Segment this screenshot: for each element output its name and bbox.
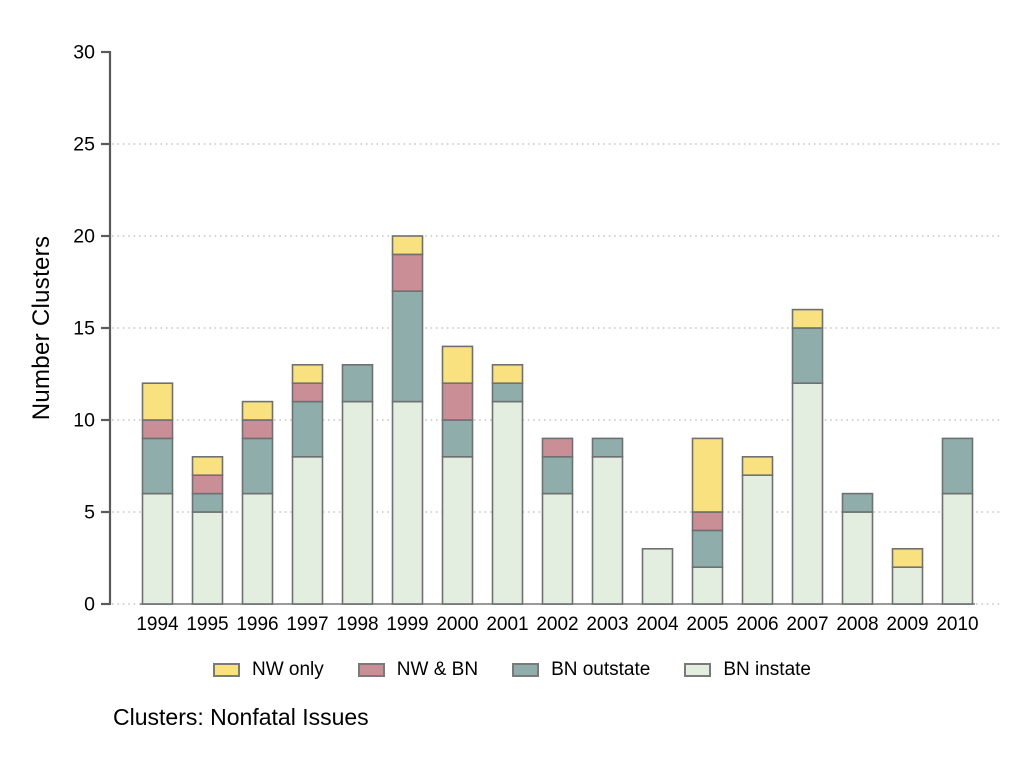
legend-item-bn-outstate: BN outstate	[512, 660, 650, 679]
bar-1995-bn-outstate	[191, 492, 224, 513]
bar-1999-nw-bn	[391, 253, 424, 292]
bar-2000-bn-instate	[441, 455, 474, 605]
bar-2009-bn-instate	[891, 566, 924, 605]
bar-1996-nw-only	[241, 400, 274, 421]
bar-2002-bn-outstate	[541, 455, 574, 495]
x-tick-label-2000: 2000	[436, 614, 478, 635]
bar-2005-nw-bn	[691, 511, 724, 532]
bar-2008-bn-instate	[841, 511, 874, 605]
legend-item-bn-instate: BN instate	[684, 660, 811, 679]
bar-1997-nw-only	[291, 363, 324, 384]
bar-1994-bn-outstate	[141, 437, 174, 495]
bar-1996-bn-outstate	[241, 437, 274, 495]
x-tick-label-2001: 2001	[486, 614, 528, 635]
bar-2005-nw-only	[691, 437, 724, 513]
y-tick-label-5: 5	[84, 502, 95, 524]
bar-2002-nw-bn	[541, 437, 574, 458]
bar-2006-bn-instate	[741, 474, 774, 605]
x-tick-label-2004: 2004	[636, 614, 679, 635]
bar-1994-nw-bn	[141, 419, 174, 440]
bar-2004-bn-instate	[641, 547, 674, 605]
y-tick-label-30: 30	[73, 42, 95, 64]
bar-1998-bn-instate	[341, 400, 374, 605]
legend-swatch-nw-bn	[357, 662, 385, 677]
bar-1996-bn-instate	[241, 492, 274, 605]
legend-swatch-bn-outstate	[512, 662, 540, 677]
bar-1997-nw-bn	[291, 382, 324, 403]
legend-swatch-nw-only	[212, 662, 240, 677]
x-tick-label-2008: 2008	[836, 614, 878, 635]
legend-label: BN instate	[723, 659, 811, 680]
bar-1999-nw-only	[391, 235, 424, 256]
bar-2000-nw-bn	[441, 382, 474, 421]
x-tick-label-1996: 1996	[236, 614, 278, 635]
bar-2007-bn-outstate	[791, 327, 824, 385]
y-tick-label-0: 0	[84, 594, 95, 616]
bar-1997-bn-instate	[291, 455, 324, 605]
bar-1997-bn-outstate	[291, 400, 324, 458]
x-tick-label-2003: 2003	[586, 614, 628, 635]
x-tick-label-1994: 1994	[136, 614, 179, 635]
x-tick-label-2005: 2005	[686, 614, 728, 635]
bar-1999-bn-instate	[391, 400, 424, 605]
x-tick-label-2009: 2009	[886, 614, 928, 635]
bar-2001-bn-outstate	[491, 382, 524, 403]
bar-1995-nw-bn	[191, 474, 224, 495]
legend-item-nw-only: NW only	[212, 659, 324, 680]
bar-2000-bn-outstate	[441, 419, 474, 458]
bar-1994-bn-instate	[141, 492, 174, 605]
x-tick-label-1995: 1995	[186, 614, 228, 635]
bar-2010-bn-outstate	[941, 437, 974, 495]
chart-title: Clusters: Nonfatal Issues	[113, 704, 369, 730]
x-tick-label-1997: 1997	[286, 614, 328, 635]
bar-2003-bn-instate	[591, 455, 624, 605]
x-tick-label-2002: 2002	[536, 614, 578, 635]
bar-2008-bn-outstate	[841, 492, 874, 513]
bar-2007-nw-only	[791, 308, 824, 329]
legend-label: NW & BN	[396, 659, 479, 680]
legend-label: BN outstate	[551, 659, 651, 680]
bar-1995-nw-only	[191, 455, 224, 476]
bar-1999-bn-outstate	[391, 290, 424, 403]
x-tick-label-2007: 2007	[786, 614, 828, 635]
bar-1994-nw-only	[141, 382, 174, 421]
bar-2010-bn-instate	[941, 492, 974, 605]
bar-2009-nw-only	[891, 547, 924, 568]
chart-legend: NW only NW & BN BN outstate BN instate	[0, 660, 1024, 679]
x-tick-label-1998: 1998	[336, 614, 378, 635]
bar-2005-bn-instate	[691, 566, 724, 605]
bar-1996-nw-bn	[241, 419, 274, 440]
bar-2006-nw-only	[741, 455, 774, 476]
y-tick-label-25: 25	[73, 134, 95, 156]
bar-2001-bn-instate	[491, 400, 524, 605]
bar-2001-nw-only	[491, 363, 524, 384]
bar-2002-bn-instate	[541, 492, 574, 605]
x-tick-label-2006: 2006	[736, 614, 778, 635]
x-tick-label-2010: 2010	[936, 614, 978, 635]
x-tick-label-1999: 1999	[386, 614, 428, 635]
y-axis-title: Number Clusters	[28, 235, 55, 421]
legend-label: NW only	[251, 659, 324, 680]
y-tick-label-20: 20	[73, 226, 95, 248]
bar-2003-bn-outstate	[591, 437, 624, 458]
bar-1995-bn-instate	[191, 511, 224, 605]
y-tick-label-10: 10	[73, 410, 95, 432]
legend-item-nw-bn: NW & BN	[357, 659, 479, 680]
bar-2000-nw-only	[441, 345, 474, 384]
bar-2005-bn-outstate	[691, 529, 724, 569]
bar-2007-bn-instate	[791, 382, 824, 605]
y-tick-label-15: 15	[73, 318, 95, 340]
bar-1998-bn-outstate	[341, 363, 374, 403]
legend-swatch-bn-instate	[684, 662, 712, 677]
